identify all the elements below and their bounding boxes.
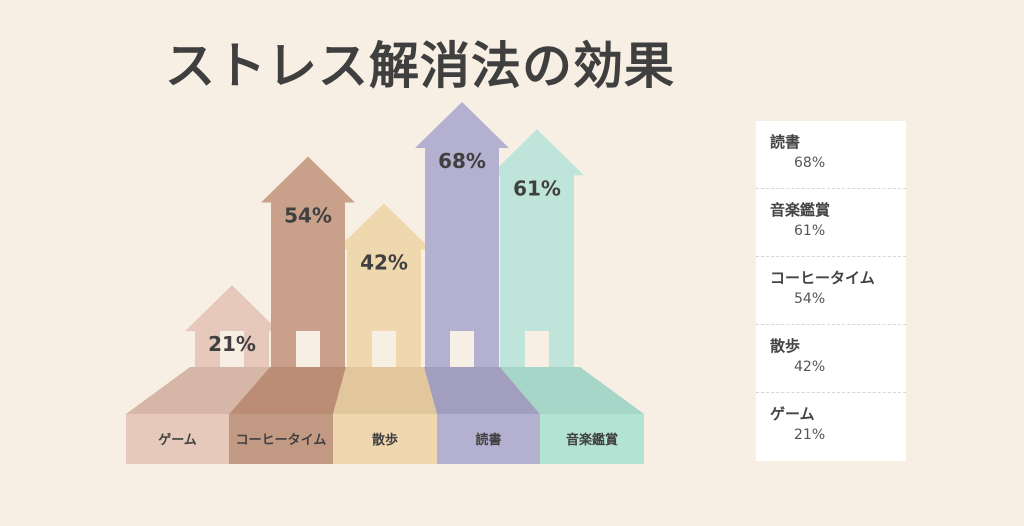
category-label: 散歩 [372, 432, 398, 448]
door [296, 331, 320, 367]
category-label: 音楽鑑賞 [566, 432, 618, 448]
door [450, 331, 474, 367]
legend-label: ゲーム [770, 405, 815, 423]
legend-item: 音楽鑑賞 61% [756, 189, 906, 257]
category-label: ゲーム [158, 432, 197, 448]
arrow-bar [337, 203, 431, 367]
category-band [333, 414, 437, 464]
floor-band [333, 367, 437, 414]
floor-band [424, 367, 540, 414]
legend-value: 21% [794, 427, 826, 443]
value-label: 21% [208, 332, 256, 356]
arrow-bar [185, 285, 279, 367]
legend-label: コーヒータイム [770, 269, 875, 287]
legend-label: 散歩 [770, 337, 801, 355]
category-band [126, 414, 229, 464]
legend: 読書 68% 音楽鑑賞 61% コーヒータイム 54% 散歩 42% ゲーム 2… [756, 121, 906, 461]
arrow-bar [490, 129, 584, 367]
category-label: 読書 [475, 432, 501, 448]
legend-item: 散歩 42% [756, 325, 906, 393]
value-label: 54% [284, 204, 332, 228]
legend-value: 68% [794, 155, 826, 171]
value-label: 61% [513, 176, 561, 200]
legend-item: コーヒータイム 54% [756, 257, 906, 325]
value-label: 42% [360, 250, 408, 274]
legend-label: 読書 [770, 133, 801, 151]
arrow-bar [261, 156, 355, 367]
legend-value: 42% [794, 359, 826, 375]
legend-item: ゲーム 21% [756, 393, 906, 461]
legend-value: 54% [794, 291, 826, 307]
floor-band [126, 367, 270, 414]
legend-item: 読書 68% [756, 121, 906, 189]
chart-title: ストレス解消法の効果 [165, 37, 675, 95]
floor-band [229, 367, 346, 414]
arrow-bar [415, 102, 509, 367]
door [220, 331, 244, 367]
value-label: 68% [438, 149, 486, 173]
door [525, 331, 549, 367]
category-band [229, 414, 333, 464]
category-label: コーヒータイム [236, 433, 327, 448]
category-band [437, 414, 540, 464]
category-band [540, 414, 644, 464]
legend-label: 音楽鑑賞 [770, 201, 831, 219]
floor-band [500, 367, 644, 414]
legend-value: 61% [794, 223, 826, 239]
door [372, 331, 396, 367]
